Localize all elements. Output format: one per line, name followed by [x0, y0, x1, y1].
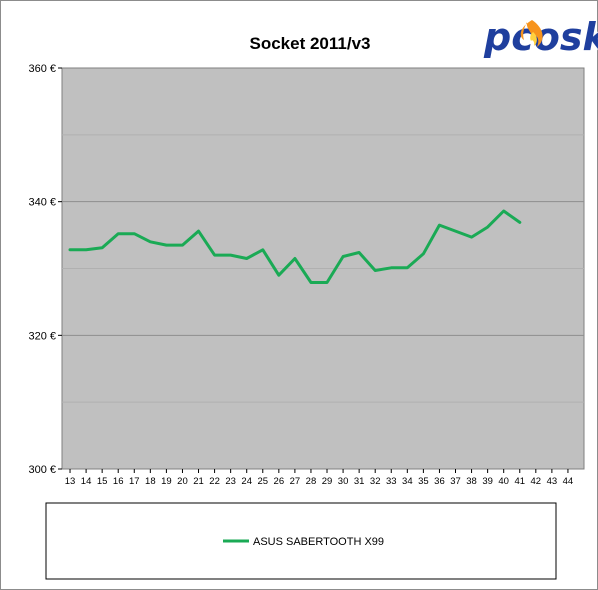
y-tick-label: 360 € [28, 63, 56, 75]
x-tick-label: 39 [482, 476, 493, 487]
x-tick-label: 17 [129, 476, 140, 487]
x-tick-label: 36 [434, 476, 445, 487]
chart-title: Socket 2011/v3 [250, 34, 371, 53]
legend-label: ASUS SABERTOOTH X99 [253, 536, 384, 548]
x-tick-label: 37 [450, 476, 461, 487]
x-tick-label: 44 [563, 476, 574, 487]
x-tick-label: 25 [257, 476, 268, 487]
x-tick-label: 14 [81, 476, 92, 487]
x-tick-label: 15 [97, 476, 108, 487]
x-tick-label: 34 [402, 476, 413, 487]
x-tick-label: 30 [338, 476, 349, 487]
x-tick-label: 38 [466, 476, 477, 487]
y-tick-label: 320 € [28, 330, 56, 342]
legend-box [45, 502, 557, 580]
y-tick-label: 340 € [28, 197, 56, 209]
x-tick-label: 31 [354, 476, 365, 487]
x-tick-label: 40 [498, 476, 509, 487]
x-tick-label: 20 [177, 476, 188, 487]
y-tick-label: 300 € [28, 464, 56, 476]
x-tick-label: 28 [306, 476, 317, 487]
grid-lines [62, 134, 584, 403]
x-tick-label: 18 [145, 476, 156, 487]
x-tick-label: 19 [161, 476, 172, 487]
logo: pcosk [482, 14, 598, 60]
x-tick-label: 13 [65, 476, 76, 487]
x-tick-label: 43 [547, 476, 558, 487]
x-tick-label: 33 [386, 476, 397, 487]
x-tick-label: 16 [113, 476, 124, 487]
x-tick-label: 27 [290, 476, 301, 487]
x-tick-label: 26 [274, 476, 285, 487]
x-tick-label: 22 [209, 476, 220, 487]
series-line [68, 209, 522, 284]
x-tick-label: 41 [514, 476, 525, 487]
x-tick-label: 35 [418, 476, 429, 487]
flame-icon [520, 20, 543, 47]
x-tick-label: 42 [531, 476, 542, 487]
x-tick-label: 24 [241, 476, 252, 487]
x-tick-label: 21 [193, 476, 204, 487]
y-axis: 360 € 340 € 320 € 300 € [28, 63, 62, 476]
x-axis: 13 14 15 16 17 18 19 20 21 22 23 24 25 26 27 28 29 30 31 32… [65, 469, 573, 487]
x-tick-label: 29 [322, 476, 333, 487]
x-tick-label: 23 [225, 476, 236, 487]
series-layer [68, 209, 522, 284]
x-tick-label: 32 [370, 476, 381, 487]
